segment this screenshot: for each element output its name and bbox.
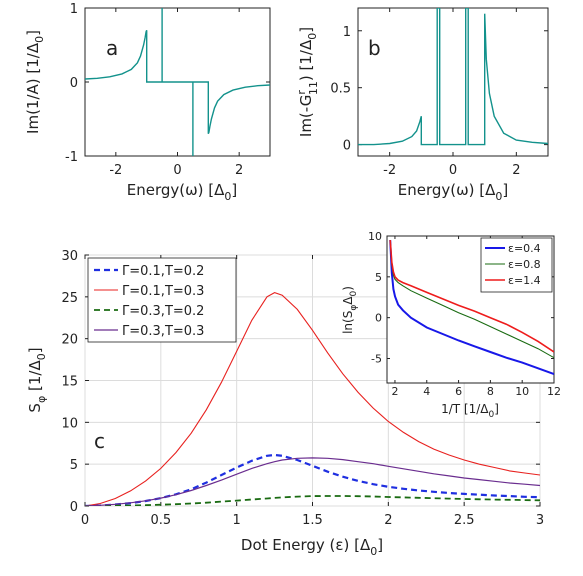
y-tick-label: 0 xyxy=(375,312,382,325)
panel-a-y-ticks: -1 0 1 xyxy=(65,2,270,165)
y-tick-label: 10 xyxy=(368,230,382,243)
x-tick-label: 1 xyxy=(233,513,241,528)
inset-x-ticks: 2 4 6 8 10 12 xyxy=(391,236,561,398)
series-line-0 xyxy=(85,453,540,506)
legend-label-1: Γ=0.1,T=0.3 xyxy=(122,284,204,299)
panel-b-x-ticks: -2 0 2 xyxy=(383,8,520,178)
x-tick-label: 2 xyxy=(235,163,243,178)
inset-y-ticks: -5 0 5 10 xyxy=(368,230,554,366)
panel-b-y-axis-label: Im(-Gr11) [1/Δ0] xyxy=(295,27,320,137)
y-tick-label: 5 xyxy=(375,271,382,284)
x-tick-label: 0 xyxy=(81,513,89,528)
y-tick-label: 0 xyxy=(343,139,351,154)
panel-c-series xyxy=(85,292,540,506)
panel-a-series xyxy=(85,8,270,156)
inset-series xyxy=(389,240,554,375)
x-tick-label: -2 xyxy=(383,163,396,178)
inset-legend: ε=0.4 ε=0.8 ε=1.4 xyxy=(480,237,553,293)
panel-b-series xyxy=(358,8,548,146)
legend-label-2: Γ=0.3,T=0.2 xyxy=(122,304,204,319)
panel-c-y-axis-label: Sφ [1/Δ0] xyxy=(26,347,48,412)
legend-label-0: Γ=0.1,T=0.2 xyxy=(122,264,204,279)
panel-a-x-axis-label: Energy(ω) [Δ0] xyxy=(127,181,238,203)
inset-y-axis-label: ln(SφΔ0) xyxy=(341,286,359,334)
x-tick-label: 0.5 xyxy=(150,513,171,528)
panel-c-label: c xyxy=(94,429,105,453)
x-tick-label: 0 xyxy=(449,163,457,178)
y-tick-label: 25 xyxy=(61,291,78,306)
inset-legend-label-2: ε=1.4 xyxy=(508,274,541,287)
inset-legend-label-0: ε=0.4 xyxy=(508,242,541,255)
legend-label-3: Γ=0.3,T=0.3 xyxy=(122,324,204,339)
y-tick-label: 0.5 xyxy=(330,82,351,97)
series-line-3 xyxy=(85,457,540,506)
inset-x-axis-label: 1/T [1/Δ0] xyxy=(441,402,499,420)
panel-a: -2 0 2 -1 0 1 a Energy(ω) [Δ0] Im(1/A) [1/Δ0… xyxy=(24,2,271,203)
panel-c-x-ticks: 0 0.5 1 1.5 2 2.5 3 xyxy=(81,255,544,528)
y-tick-label: 15 xyxy=(61,375,78,390)
x-tick-label: -2 xyxy=(109,163,122,178)
x-tick-label: 1.5 xyxy=(302,513,323,528)
y-tick-label: 0 xyxy=(70,76,78,91)
inset-series-line-2 xyxy=(389,240,554,353)
panel-b-x-axis-label: Energy(ω) [Δ0] xyxy=(398,181,509,203)
inset: 2 4 6 8 10 12 -5 0 5 10 1/T [1/Δ0] ln(SφΔ0) ε=0.… xyxy=(341,230,561,420)
inset-series-line-0 xyxy=(389,240,554,375)
panel-c-legend: Γ=0.1,T=0.2 Γ=0.1,T=0.3 Γ=0.3,T=0.2 Γ=0.3,T… xyxy=(87,257,237,343)
x-tick-label: 12 xyxy=(547,385,561,398)
panel-c-x-axis-label: Dot Energy (ε) [Δ0] xyxy=(241,536,383,558)
x-tick-label: 8 xyxy=(487,385,494,398)
panel-b: -2 0 2 0 0.5 1 b Energy(ω) [Δ0] Im(-Gr11) [1… xyxy=(295,7,549,203)
panel-b-series-line xyxy=(358,8,548,146)
x-tick-label: 2 xyxy=(391,385,398,398)
series-line-1 xyxy=(85,292,540,506)
panel-a-label: a xyxy=(106,36,118,60)
panel-b-plot-area xyxy=(357,7,549,157)
y-tick-label: -1 xyxy=(65,150,78,165)
panel-b-label: b xyxy=(368,36,381,60)
inset-series-line-1 xyxy=(389,240,554,359)
y-tick-label: 1 xyxy=(343,25,351,40)
y-tick-label: 30 xyxy=(61,249,78,264)
panel-a-series-line xyxy=(85,8,270,156)
y-tick-label: -5 xyxy=(371,353,382,366)
panel-a-x-ticks: -2 0 2 xyxy=(109,8,243,178)
x-tick-label: 2.5 xyxy=(454,513,475,528)
x-tick-label: 6 xyxy=(455,385,462,398)
panel-a-y-axis-label: Im(1/A) [1/Δ0] xyxy=(24,30,46,134)
series-line-2 xyxy=(85,495,540,506)
x-tick-label: 10 xyxy=(515,385,529,398)
x-tick-label: 3 xyxy=(536,513,544,528)
y-tick-label: 10 xyxy=(61,416,78,431)
inset-legend-label-1: ε=0.8 xyxy=(508,258,541,271)
x-tick-label: 2 xyxy=(512,163,520,178)
y-tick-label: 5 xyxy=(70,458,78,473)
x-tick-label: 0 xyxy=(173,163,181,178)
x-tick-label: 2 xyxy=(384,513,392,528)
y-tick-label: 20 xyxy=(61,333,78,348)
x-tick-label: 4 xyxy=(423,385,430,398)
y-tick-label: 0 xyxy=(70,500,78,515)
y-tick-label: 1 xyxy=(70,2,78,17)
